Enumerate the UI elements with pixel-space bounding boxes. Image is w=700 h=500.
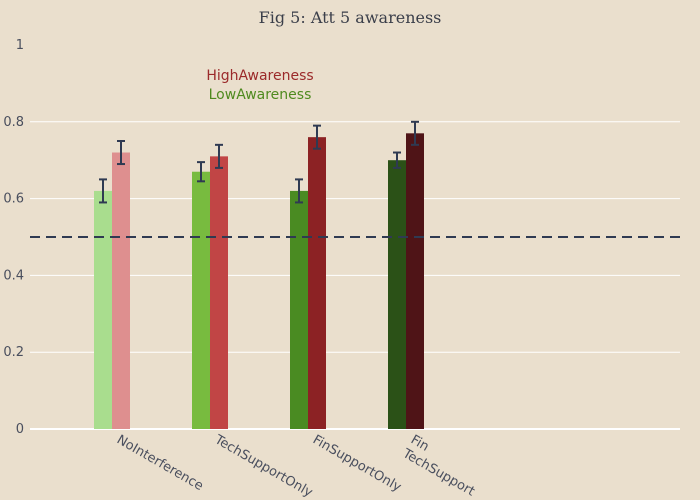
- legend-item-high-awareness: HighAwareness: [206, 68, 313, 84]
- error-bars: [99, 120, 419, 204]
- bar: [210, 156, 228, 430]
- y-tick-label: 1: [16, 38, 24, 53]
- y-tick-label: 0: [16, 422, 24, 437]
- chart-title: Fig 5: Att 5 awareness: [259, 8, 442, 27]
- y-tick-label: 0.4: [3, 268, 24, 283]
- bar: [388, 160, 406, 429]
- bars: [94, 133, 424, 430]
- bar: [406, 133, 424, 429]
- y-tick-label: 0.6: [3, 192, 24, 207]
- x-tick-label: FinTechSupport: [399, 432, 485, 500]
- error-bar: [99, 178, 107, 204]
- error-bar: [393, 151, 401, 169]
- bar: [308, 137, 326, 429]
- bar: [192, 171, 210, 429]
- legend-item-low-awareness: LowAwareness: [209, 87, 312, 103]
- x-tick-label: NoInterference: [114, 432, 206, 494]
- error-bar: [215, 143, 223, 169]
- legend: HighAwareness LowAwareness: [206, 68, 313, 103]
- x-tick-label: TechSupportOnly: [211, 432, 315, 500]
- bar: [290, 190, 308, 429]
- error-bar: [313, 124, 321, 150]
- x-axis-ticks: NoInterference TechSupportOnlyFinSupportO…: [114, 432, 485, 500]
- y-tick-label: 0.8: [3, 115, 24, 130]
- x-tick-label: FinSupportOnly: [310, 432, 404, 495]
- y-axis-ticks: 0 0.2 0.4 0.6 0.8 1: [3, 38, 24, 437]
- error-bar: [117, 140, 125, 166]
- y-tick-label: 0.2: [3, 345, 24, 360]
- gridlines: [30, 121, 680, 430]
- error-bar: [411, 120, 419, 146]
- bar: [112, 152, 130, 429]
- error-bar: [197, 161, 205, 183]
- error-bar: [295, 178, 303, 204]
- bar: [94, 190, 112, 429]
